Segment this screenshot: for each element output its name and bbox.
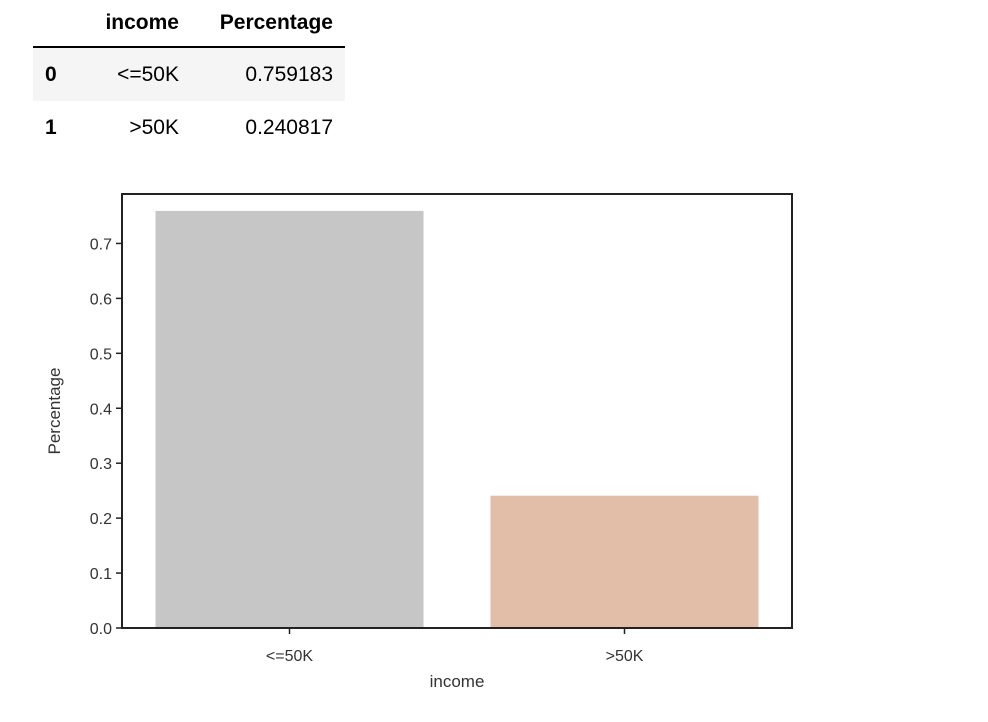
table-row: 1 >50K 0.240817 — [33, 101, 345, 155]
income-cell: <=50K — [117, 62, 179, 86]
y-tick-label: 0.0 — [90, 621, 112, 638]
plot-frame — [121, 193, 793, 629]
y-axis-ticks: 0.0 0.1 0.2 0.3 0.4 0.5 0.6 0.7 — [90, 236, 122, 638]
income-cell: >50K — [129, 116, 179, 139]
y-tick-label: 0.6 — [90, 291, 112, 308]
column-header-income: income — [81, 0, 191, 48]
table-header-row: income Percentage — [33, 0, 345, 48]
y-tick-label: 0.5 — [90, 346, 112, 363]
x-axis-label: income — [430, 672, 485, 691]
y-tick-label: 0.4 — [90, 401, 112, 418]
bars-group — [155, 210, 759, 628]
x-tick-label: <=50K — [266, 648, 313, 665]
x-axis-ticks: <=50K >50K — [266, 628, 644, 665]
index-header — [33, 0, 81, 48]
row-index: 1 — [45, 116, 57, 139]
bar-1 — [490, 495, 759, 628]
column-header-percentage: Percentage — [191, 0, 345, 48]
row-index: 0 — [45, 62, 57, 86]
percentage-cell: 0.759183 — [245, 62, 333, 86]
table-row: 0 <=50K 0.759183 — [33, 47, 345, 101]
y-tick-label: 0.2 — [90, 511, 112, 528]
y-tick-label: 0.7 — [90, 236, 112, 253]
percentage-cell: 0.240817 — [245, 116, 333, 139]
y-tick-label: 0.1 — [90, 566, 112, 583]
y-axis-label: Percentage — [45, 368, 64, 455]
y-tick-label: 0.3 — [90, 456, 112, 473]
dataframe-table: income Percentage 0 <=50K 0.759183 1 >50… — [33, 0, 345, 155]
x-tick-label: >50K — [606, 648, 644, 665]
bar-0 — [155, 210, 424, 628]
